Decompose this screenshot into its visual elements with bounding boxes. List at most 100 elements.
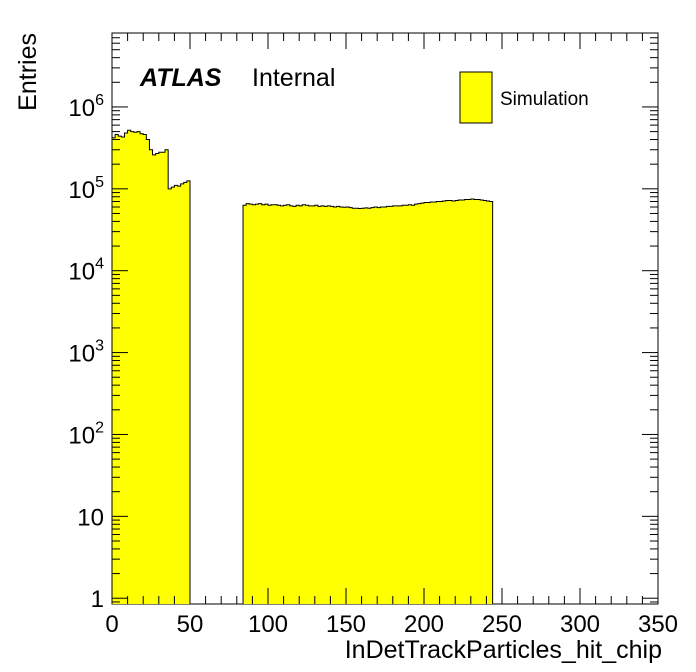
legend-label: Simulation	[500, 89, 589, 110]
x-tick-label: 350	[638, 611, 678, 638]
histogram-bar	[477, 199, 481, 604]
x-tick-label: 300	[560, 611, 600, 638]
histogram-bar	[274, 204, 278, 604]
histogram-bar	[133, 132, 138, 604]
histogram-bar	[352, 208, 356, 604]
histogram-bar	[286, 204, 291, 604]
histogram-bar	[171, 187, 175, 604]
x-tick-label: 100	[248, 611, 288, 638]
histogram-bar	[467, 199, 472, 604]
histogram-bar	[483, 200, 487, 604]
x-tick-labels: 0 50 100 150 200 250 300 350	[105, 611, 678, 638]
histogram-bar	[486, 201, 490, 604]
histogram-bar	[333, 206, 337, 604]
histogram-bar	[183, 182, 188, 604]
histogram-bar	[405, 205, 409, 605]
x-tick-label: 200	[404, 611, 444, 638]
y-tick-label: 10	[77, 504, 104, 531]
histogram-bar	[321, 205, 325, 605]
atlas-label: ATLAS	[139, 64, 222, 92]
histogram-bar	[258, 203, 263, 605]
histogram-bar	[370, 207, 375, 604]
histogram-bar	[292, 206, 297, 604]
histogram-bar	[174, 185, 178, 604]
histogram-bar	[280, 205, 284, 605]
histogram-bar	[152, 154, 156, 604]
histogram-bar	[161, 152, 166, 605]
histogram-bar	[442, 201, 447, 604]
histogram-bar	[355, 208, 359, 604]
histogram-bar	[361, 208, 366, 604]
histogram-bar	[439, 201, 444, 604]
x-tick-label: 50	[177, 611, 204, 638]
histogram-bar	[271, 204, 275, 604]
histogram-bar	[277, 205, 281, 605]
histogram-bar	[364, 207, 369, 604]
histogram-outline-segment	[111, 129, 191, 604]
histogram-bar	[255, 204, 259, 605]
y-tick-label: 105	[68, 174, 104, 204]
histogram-bar	[124, 133, 128, 604]
x-tick-label: 150	[326, 611, 366, 638]
axis-ticks	[111, 32, 659, 604]
x-axis-title: InDetTrackParticles_hit_chip	[345, 636, 662, 664]
histogram-bar	[302, 204, 306, 604]
histogram-bar	[261, 204, 266, 604]
histogram-bar	[480, 200, 484, 605]
histogram-bar	[411, 205, 415, 605]
histogram-bar	[324, 206, 328, 604]
histogram-bar	[249, 204, 253, 605]
histogram-bar	[374, 206, 378, 604]
histogram-bar	[155, 153, 160, 604]
histogram-bar	[149, 149, 153, 605]
histogram-bar	[311, 205, 316, 605]
histogram-bar	[458, 200, 462, 605]
histogram-bar	[427, 202, 431, 604]
histogram-bar	[408, 204, 412, 604]
histogram-bar	[327, 205, 331, 605]
histogram-bar	[330, 206, 334, 604]
histogram-bar	[346, 206, 350, 604]
histogram-bar	[299, 205, 303, 605]
y-tick-label: 104	[68, 256, 104, 286]
histogram-bar	[367, 208, 372, 604]
x-tick-label: 250	[482, 611, 522, 638]
histogram-bar	[314, 205, 319, 605]
histogram-bar	[127, 130, 132, 604]
histogram-bar	[180, 183, 185, 605]
histogram-bar	[186, 180, 191, 605]
histogram-bar	[252, 204, 256, 604]
histogram-bar	[417, 203, 422, 605]
histogram-bar	[392, 205, 397, 605]
histogram-bar	[433, 202, 437, 604]
x-tick-label: 0	[105, 611, 118, 638]
histogram-outline-segment	[242, 198, 494, 604]
histogram-bar	[264, 204, 269, 605]
histogram-bar	[349, 207, 353, 604]
histogram-bar	[130, 131, 135, 604]
histogram-bar	[358, 208, 362, 604]
y-tick-label: 106	[68, 92, 104, 122]
histogram-bars	[112, 130, 493, 605]
histogram-bar	[342, 207, 347, 604]
histogram-bar	[158, 152, 163, 605]
histogram-bar	[283, 205, 288, 605]
histogram-bar	[377, 207, 381, 604]
histogram-outline	[111, 129, 494, 604]
histogram-bar	[473, 199, 478, 604]
histogram-bar	[177, 186, 181, 604]
histogram-bar	[115, 134, 119, 604]
y-tick-label: 102	[68, 419, 104, 449]
histogram-bar	[461, 200, 465, 605]
histogram-bar	[289, 205, 294, 605]
histogram-bar	[336, 206, 341, 604]
histogram-bar	[424, 202, 428, 604]
histogram-bar	[383, 206, 387, 604]
y-tick-labels: 1 10 102 103 104 105 106	[68, 92, 104, 613]
histogram-bar	[402, 205, 406, 605]
y-tick-label: 1	[91, 586, 104, 613]
histogram-bar	[470, 199, 475, 604]
histogram-bar	[140, 133, 144, 604]
histogram-bar	[146, 139, 150, 604]
